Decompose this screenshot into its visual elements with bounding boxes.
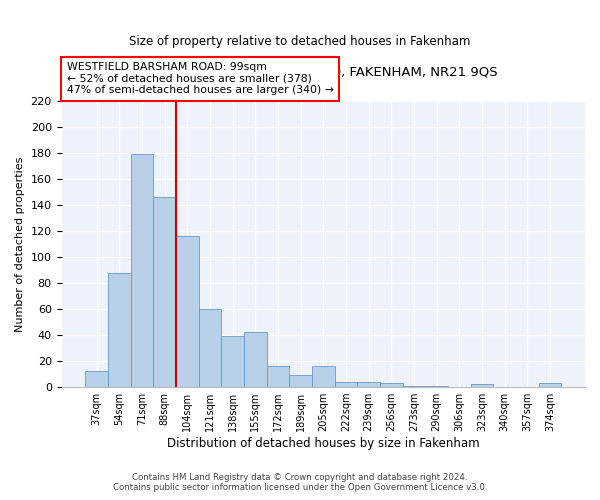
Bar: [289, 376, 312, 387]
Bar: [539, 383, 561, 387]
Text: WESTFIELD BARSHAM ROAD: 99sqm
← 52% of detached houses are smaller (378)
47% of : WESTFIELD BARSHAM ROAD: 99sqm ← 52% of d…: [67, 62, 334, 95]
X-axis label: Distribution of detached houses by size in Fakenham: Distribution of detached houses by size …: [167, 437, 479, 450]
Bar: [335, 382, 357, 387]
Bar: [154, 197, 176, 387]
Bar: [85, 372, 108, 387]
Bar: [176, 236, 199, 387]
Bar: [221, 336, 244, 387]
Y-axis label: Number of detached properties: Number of detached properties: [15, 156, 25, 332]
Bar: [131, 154, 154, 387]
Bar: [357, 382, 380, 387]
Bar: [312, 366, 335, 387]
Bar: [266, 366, 289, 387]
Title: WESTFIELD, BARSHAM ROAD, FAKENHAM, NR21 9QS: WESTFIELD, BARSHAM ROAD, FAKENHAM, NR21 …: [149, 66, 497, 79]
Text: Size of property relative to detached houses in Fakenham: Size of property relative to detached ho…: [130, 35, 470, 48]
Bar: [470, 384, 493, 387]
Bar: [380, 383, 403, 387]
Bar: [425, 386, 448, 387]
Bar: [199, 309, 221, 387]
Bar: [244, 332, 266, 387]
Bar: [403, 386, 425, 387]
Bar: [108, 272, 131, 387]
Text: Contains HM Land Registry data © Crown copyright and database right 2024.
Contai: Contains HM Land Registry data © Crown c…: [113, 473, 487, 492]
